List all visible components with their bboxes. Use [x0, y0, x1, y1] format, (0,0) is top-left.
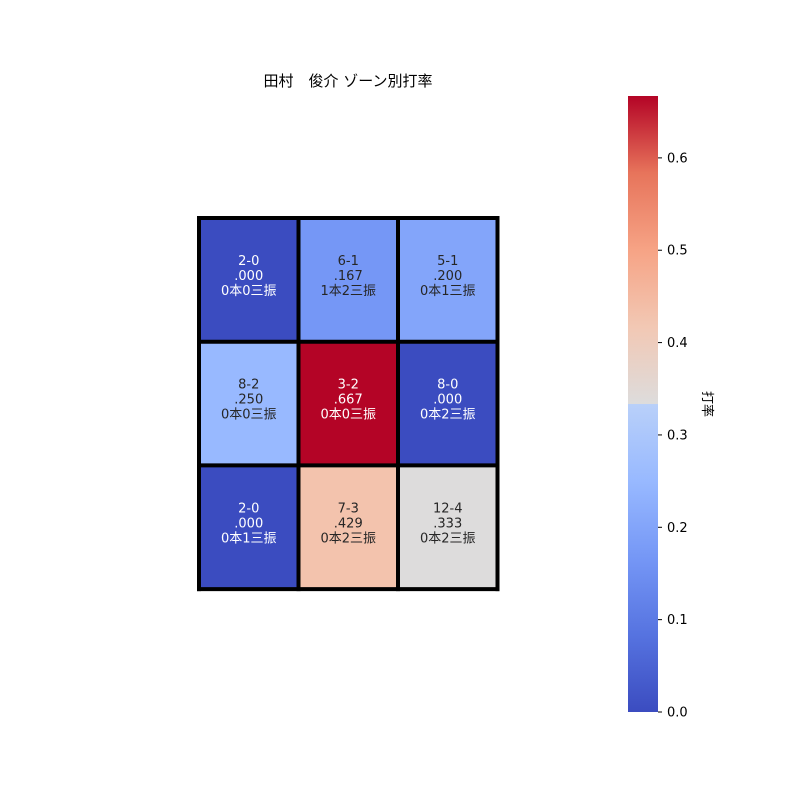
colorbar-tick-label: 0.2	[667, 521, 688, 536]
cell-record-label: 5-1	[437, 254, 458, 269]
cell-record-label: 2-0	[238, 501, 259, 516]
heatmap-cell-fill	[298, 218, 398, 342]
cell-record-label: 2-0	[238, 254, 259, 269]
cell-record-label: 7-3	[338, 501, 359, 516]
heatmap-cell-fill	[199, 341, 299, 466]
cell-hr-so-label: 0本2三振	[420, 531, 476, 546]
heatmap-cell-fill	[398, 341, 498, 466]
heatmap-cell-fill	[199, 218, 299, 342]
cell-average-label: .000	[234, 516, 263, 531]
cell-record-label: 12-4	[433, 501, 463, 516]
cell-hr-so-label: 0本2三振	[420, 408, 476, 423]
colorbar	[628, 96, 658, 712]
colorbar-tick-label: 0.0	[667, 706, 688, 721]
cell-average-label: .250	[234, 393, 263, 408]
cell-hr-so-label: 0本1三振	[221, 531, 277, 546]
colorbar-tick-label: 0.6	[667, 151, 688, 166]
heatmap-grid-lines	[197, 216, 500, 592]
heatmap-cell-fill	[298, 465, 398, 590]
cell-record-label: 8-2	[238, 378, 259, 393]
cell-hr-so-label: 1本2三振	[320, 284, 376, 299]
colorbar-tick-label: 0.1	[667, 613, 688, 628]
cell-average-label: .429	[334, 516, 363, 531]
heatmap-cell-fill	[298, 341, 398, 466]
cell-average-label: .000	[433, 393, 462, 408]
cell-record-label: 8-0	[437, 378, 458, 393]
colorbar-ticks: 0.0 0.1 0.2 0.3 0.4 0.5 0.6	[658, 151, 688, 721]
cell-average-label: .000	[234, 269, 263, 284]
cell-average-label: .667	[334, 393, 363, 408]
heatmap-cell-fill	[398, 218, 498, 342]
chart-title: 田村 俊介 ゾーン別打率	[263, 72, 432, 90]
cell-average-label: .167	[334, 269, 363, 284]
colorbar-tick-label: 0.5	[667, 244, 688, 259]
cell-average-label: .333	[433, 516, 462, 531]
cell-hr-so-label: 0本0三振	[221, 284, 277, 299]
colorbar-tick-label: 0.3	[667, 428, 688, 443]
cell-hr-so-label: 0本1三振	[420, 284, 476, 299]
heatmap-cell-fill	[398, 465, 498, 590]
cell-average-label: .200	[433, 269, 462, 284]
heatmap-cells: 2-0.0000本0三振6-1.1671本2三振5-1.2000本1三振8-2.…	[199, 218, 498, 590]
colorbar-label: 打率	[699, 391, 715, 417]
cell-record-label: 3-2	[338, 378, 359, 393]
heatmap-cell-fill	[199, 465, 299, 590]
cell-record-label: 6-1	[338, 254, 359, 269]
cell-hr-so-label: 0本0三振	[320, 408, 376, 423]
cell-hr-so-label: 0本0三振	[221, 408, 277, 423]
colorbar-tick-label: 0.4	[667, 336, 688, 351]
cell-hr-so-label: 0本2三振	[320, 531, 376, 546]
